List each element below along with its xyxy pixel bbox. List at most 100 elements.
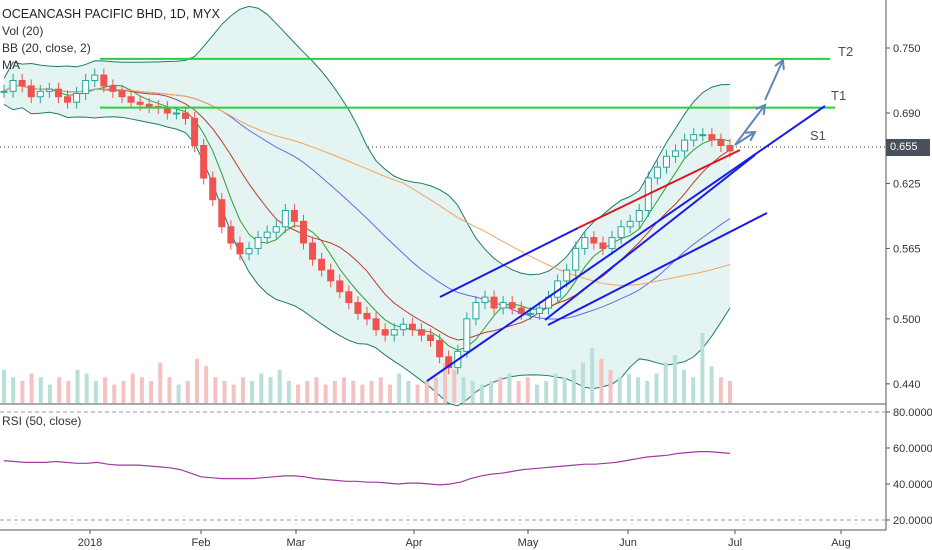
candle-body bbox=[581, 237, 589, 249]
volume-bar bbox=[11, 377, 16, 403]
volume-bar bbox=[176, 384, 181, 403]
candle-body bbox=[590, 237, 598, 244]
candle-body bbox=[290, 210, 298, 222]
volume-bar bbox=[728, 380, 732, 403]
volume-bar bbox=[351, 380, 356, 403]
volume-bar bbox=[636, 377, 641, 403]
red-trendline bbox=[577, 149, 741, 229]
candle-body bbox=[517, 307, 525, 314]
target-label-t2: T2 bbox=[838, 44, 854, 59]
candle-body bbox=[354, 302, 362, 314]
candle-body bbox=[27, 85, 35, 98]
candle-body bbox=[526, 312, 534, 315]
volume-bar bbox=[20, 380, 25, 403]
candle-body bbox=[281, 210, 289, 228]
time-tick-label: May bbox=[518, 537, 539, 549]
volume-bar bbox=[461, 377, 466, 403]
arrow-to-t2 bbox=[764, 59, 784, 101]
volume-bar bbox=[194, 358, 199, 403]
volume-bar bbox=[57, 377, 62, 403]
volume-bar bbox=[452, 369, 457, 403]
candle-body bbox=[0, 90, 8, 93]
volume-bar bbox=[654, 373, 659, 403]
volume-bar bbox=[323, 384, 328, 403]
candle-body bbox=[36, 90, 44, 98]
volume-bar bbox=[204, 366, 209, 403]
candle-body bbox=[626, 220, 634, 228]
channel-lower-outer bbox=[547, 212, 768, 326]
volume-bar bbox=[314, 377, 319, 403]
volume-bar bbox=[516, 380, 521, 403]
candle-body bbox=[436, 340, 444, 358]
rsi-tick-label: 60.0000 bbox=[893, 443, 932, 455]
candle-body bbox=[390, 329, 398, 336]
volume-bar bbox=[29, 373, 34, 403]
candle-body bbox=[191, 117, 199, 146]
volume-bar bbox=[66, 380, 71, 403]
candle-body bbox=[535, 307, 543, 314]
volume-bar bbox=[369, 380, 374, 403]
arrow-to-t1 bbox=[734, 104, 766, 146]
volume-bar bbox=[718, 377, 723, 403]
candle-body bbox=[172, 112, 180, 115]
volume-bar bbox=[387, 384, 392, 403]
price-tick-label: 0.565 bbox=[893, 243, 921, 255]
candle-body bbox=[399, 323, 407, 331]
symbol-title: OCEANCASH PACIFIC BHD, 1D, MYX bbox=[2, 7, 220, 21]
volume-bar bbox=[645, 380, 650, 403]
volume-bar bbox=[672, 355, 677, 403]
candle-body bbox=[635, 210, 643, 222]
volume-bar bbox=[580, 362, 585, 403]
candle-body bbox=[272, 226, 280, 233]
candle-body bbox=[653, 166, 661, 179]
volume-legend: Vol (20) bbox=[2, 24, 44, 38]
price-tick-label: 0.750 bbox=[893, 43, 921, 55]
channel-lower-inner bbox=[544, 154, 756, 321]
volume-bar bbox=[250, 380, 255, 403]
volume-bar bbox=[498, 377, 503, 403]
volume-bar bbox=[158, 362, 163, 403]
volume-bar bbox=[608, 369, 613, 403]
volume-bar bbox=[93, 380, 98, 403]
volume-bar bbox=[479, 384, 484, 403]
candle-body bbox=[345, 291, 353, 304]
candle-body bbox=[363, 312, 371, 320]
candle-body bbox=[508, 302, 516, 309]
bollinger-upper bbox=[3, 5, 731, 276]
volume-bar bbox=[130, 373, 135, 403]
target-label-t1: T1 bbox=[831, 88, 847, 103]
volume-bar bbox=[378, 377, 383, 403]
candle-body bbox=[118, 90, 126, 98]
bollinger-legend: BB (20, close, 2) bbox=[2, 41, 91, 55]
candle-body bbox=[699, 134, 707, 137]
candle-body bbox=[100, 74, 108, 87]
candle-body bbox=[336, 280, 344, 293]
candle-body bbox=[599, 242, 607, 249]
chart-legend: OCEANCASH PACIFIC BHD, 1D, MYX Vol (20) … bbox=[2, 6, 220, 74]
time-tick-label: 2018 bbox=[78, 537, 102, 549]
price-tick-label: 0.440 bbox=[893, 379, 921, 391]
volume-bar bbox=[213, 377, 218, 403]
candle-body bbox=[690, 134, 698, 141]
candle-body bbox=[236, 242, 244, 255]
candle-body bbox=[73, 93, 81, 103]
volume-bar bbox=[296, 384, 301, 403]
candle-body bbox=[608, 237, 616, 249]
candle-body bbox=[445, 356, 453, 369]
volume-bar bbox=[544, 380, 549, 403]
time-tick-label: Feb bbox=[192, 537, 211, 549]
candle-body bbox=[127, 96, 135, 103]
rsi-legend: RSI (50, close) bbox=[2, 414, 82, 428]
candle-body bbox=[499, 302, 507, 309]
candle-body bbox=[381, 329, 389, 336]
volume-bar bbox=[415, 384, 420, 403]
volume-bar bbox=[360, 384, 365, 403]
candle-body bbox=[45, 88, 53, 92]
volume-bar bbox=[112, 384, 117, 403]
volume-bar bbox=[599, 358, 604, 403]
candle-body bbox=[672, 150, 680, 157]
candle-body bbox=[227, 226, 235, 244]
candle-body bbox=[563, 269, 571, 282]
volume-bar bbox=[103, 377, 108, 403]
